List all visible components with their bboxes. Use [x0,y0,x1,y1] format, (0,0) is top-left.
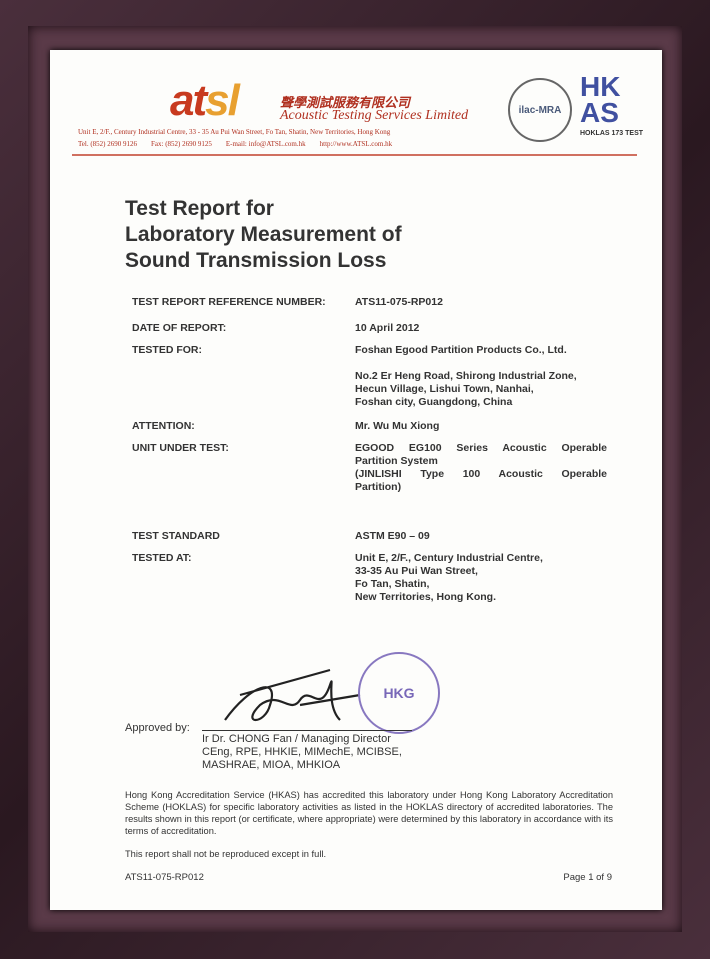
title-line: Sound Transmission Loss [125,249,387,272]
page-number: Page 1 of 9 [563,872,612,883]
field-label: TEST STANDARD [132,530,220,542]
field-value-line: Partition) [355,481,402,493]
title-line: Laboratory Measurement of [125,223,402,246]
field-label: DATE OF REPORT: [132,322,227,334]
company-stamp: HKG [358,652,440,734]
letterhead: atsl 聲學測試服務有限公司 Acoustic Testing Service… [50,50,662,170]
tel: Tel. (852) 2690 9126 [78,140,138,148]
field-label: TESTED FOR: [132,344,202,356]
field-value-line: Foshan Egood Partition Products Co., Ltd… [355,344,567,356]
footer-reference: ATS11-075-RP012 [125,872,204,883]
field-value-line: Foshan city, Guangdong, China [355,396,513,408]
field-value-line: 10 April 2012 [355,322,420,334]
ilac-text: ilac-MRA [518,104,562,116]
field-value-line: ATS11-075-RP012 [355,296,443,308]
atsl-logo: atsl [170,76,240,125]
signature-line [202,730,412,731]
field-value-line: ASTM E90 – 09 [355,530,430,542]
field-value-line [355,357,607,370]
website: http://www.ATSL.com.hk [319,140,393,148]
email: E-mail: info@ATSL.com.hk [225,140,306,148]
fax: Fax: (852) 2690 9125 [151,140,212,148]
field-value-line: Unit E, 2/F., Century Industrial Centre, [355,552,543,564]
field-value: EGOOD EG100 Series Acoustic Operable Part… [355,442,607,494]
field-value: Unit E, 2/F., Century Industrial Centre,… [355,552,607,604]
field-value-line: Fo Tan, Shatin, [355,578,430,590]
field-value: ATS11-075-RP012 [355,296,607,309]
company-name-en: Acoustic Testing Services Limited [280,108,469,123]
field-value: Foshan Egood Partition Products Co., Ltd… [355,344,607,409]
header-rule [72,154,637,156]
approver: Ir Dr. CHONG Fan / Managing Director CEn… [202,733,402,772]
field-value: Mr. Wu Mu Xiong [355,420,607,433]
field-value: 10 April 2012 [355,322,607,335]
field-label: TEST REPORT REFERENCE NUMBER: [132,296,326,308]
ilac-mra-logo: ilac-MRA [508,78,572,142]
report-title: Test Report for Laboratory Measurement o… [125,196,402,274]
approver-qualifications: CEng, RPE, HHKIE, MIMechE, MCIBSE, [202,746,402,758]
hoklas-text: HOKLAS 173 TEST [580,130,644,137]
field-label: ATTENTION: [132,420,195,432]
approver-name: Ir Dr. CHONG Fan / Managing Director [202,733,391,745]
title-line: Test Report for [125,197,274,220]
field-value-line: (JINLISHI Type 100 Acoustic Operable [355,468,607,480]
signature [220,665,370,735]
field-label: TESTED AT: [132,552,192,564]
certificate-page: atsl 聲學測試服務有限公司 Acoustic Testing Service… [50,50,662,910]
hkas-logo: HKAS HOKLAS 173 TEST [580,71,644,138]
company-name-cn: 聲學測試服務有限公司 [280,95,411,110]
field-value-line: New Territories, Hong Kong. [355,591,496,603]
hkas-text: HKAS [580,71,621,128]
field-value-line: Hecun Village, Lishui Town, Nanhai, [355,383,534,395]
accreditation-note: Hong Kong Accreditation Service (HKAS) h… [125,790,613,836]
field-value-line: No.2 Er Heng Road, Shirong Industrial Zo… [355,370,577,382]
field-value-line: 33-35 Au Pui Wan Street, [355,565,478,577]
company-address: Unit E, 2/F., Century Industrial Centre,… [78,128,391,136]
field-value: ASTM E90 – 09 [355,530,607,543]
company-contacts: Tel. (852) 2690 9126 Fax: (852) 2690 9125… [78,140,406,148]
field-label: UNIT UNDER TEST: [132,442,229,454]
field-value-line: Mr. Wu Mu Xiong [355,420,440,432]
approver-qualifications: MASHRAE, MIOA, MHKIOA [202,759,341,771]
reproduction-note: This report shall not be reproduced exce… [125,849,327,859]
field-value-line: EGOOD EG100 Series Acoustic Operable [355,442,607,454]
approved-by-label: Approved by: [125,722,190,734]
field-value-line: Partition System [355,455,438,467]
